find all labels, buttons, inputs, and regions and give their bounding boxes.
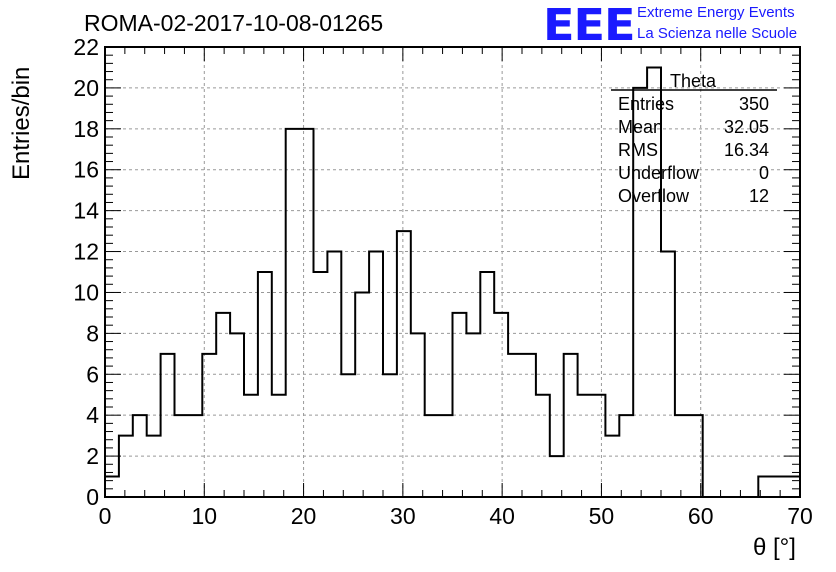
- stats-box: Theta Entries 350 Mean 32.05 RMS 16.34 Underflo…: [611, 71, 777, 206]
- y-tick-label: 16: [73, 157, 99, 183]
- chart-title: ROMA-02-2017-10-08-01265: [84, 10, 384, 36]
- y-axis-label: Entries/bin: [8, 66, 35, 180]
- stats-label: Entries: [618, 94, 674, 114]
- y-tick-label: 10: [73, 279, 99, 305]
- y-tick-label: 22: [73, 34, 99, 60]
- histogram-step-line: [104, 66, 801, 498]
- stats-value: 32.05: [724, 117, 769, 137]
- x-tick-label: 60: [688, 503, 714, 529]
- x-tick-label: 10: [191, 503, 217, 529]
- stats-title: Theta: [670, 71, 717, 91]
- y-tick-label: 0: [86, 484, 99, 510]
- stats-value: 12: [749, 186, 769, 206]
- stats-value: 0: [759, 163, 769, 183]
- axis-ticks: [104, 46, 801, 498]
- x-tick-label: 50: [589, 503, 615, 529]
- y-tick-label: 20: [73, 75, 99, 101]
- stats-label: RMS: [618, 140, 658, 160]
- y-tick-label: 4: [86, 402, 99, 428]
- y-tick-label: 12: [73, 239, 99, 265]
- stats-label: Overflow: [618, 186, 690, 206]
- logo-text-line1: Extreme Energy Events: [637, 4, 795, 21]
- stats-label: Mean: [618, 117, 663, 137]
- x-tick-label: 20: [291, 503, 317, 529]
- y-tick-label: 18: [73, 116, 99, 142]
- stats-value: 350: [739, 94, 769, 114]
- y-tick-label: 6: [86, 361, 99, 387]
- x-tick-label: 30: [390, 503, 416, 529]
- x-axis-label: θ [°]: [753, 534, 796, 561]
- tick-labels: 0 10 20 30 40 50 60 70 0 2 4 6 8 10 12 14 16 18 20 22: [73, 34, 812, 529]
- y-tick-label: 8: [86, 320, 99, 346]
- y-tick-label: 2: [86, 443, 99, 469]
- y-tick-label: 14: [73, 198, 99, 224]
- x-tick-label: 0: [99, 503, 112, 529]
- logo-text-line2: La Scienza nelle Scuole: [637, 25, 798, 42]
- stats-label: Underflow: [618, 163, 700, 183]
- grid: [105, 47, 800, 497]
- stats-value: 16.34: [724, 140, 769, 160]
- x-tick-label: 40: [489, 503, 515, 529]
- x-tick-label: 70: [787, 503, 813, 529]
- plot-frame: [104, 46, 801, 498]
- eee-logo: EEE: [543, 0, 636, 51]
